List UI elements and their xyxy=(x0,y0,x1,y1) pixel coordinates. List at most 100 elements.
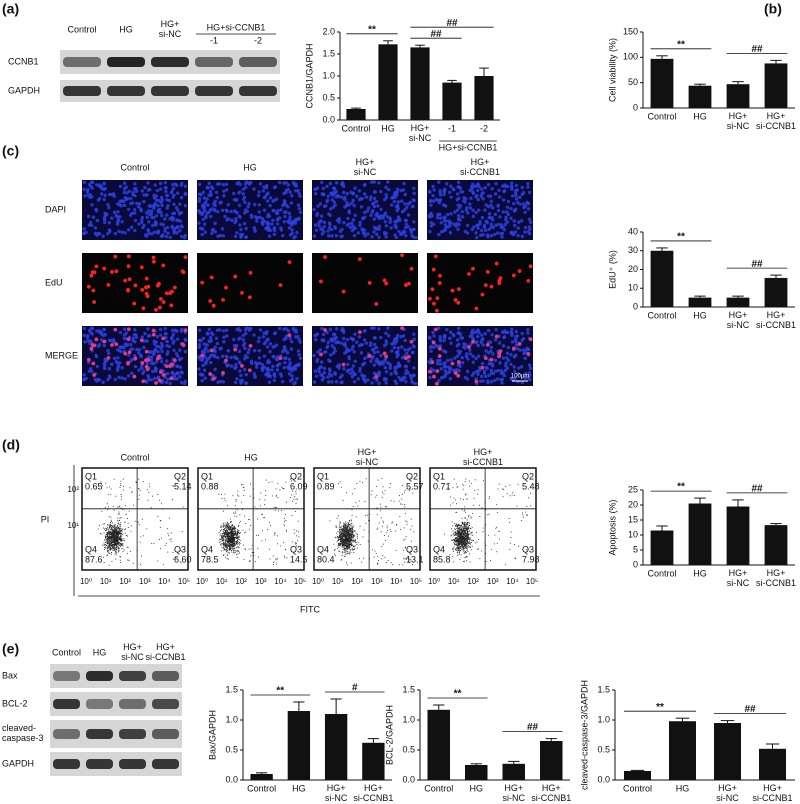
event-dot xyxy=(116,526,118,528)
event-dot xyxy=(345,526,347,528)
event-dot xyxy=(235,500,237,502)
nucleus xyxy=(165,339,169,344)
event-dot xyxy=(105,536,107,538)
edu-cell xyxy=(437,281,442,285)
event-dot xyxy=(109,548,111,549)
edu-cell xyxy=(126,327,131,332)
event-dot xyxy=(227,547,229,549)
event-dot xyxy=(227,545,228,547)
nucleus xyxy=(361,217,365,221)
nucleus xyxy=(361,377,366,381)
blot-column-label: -2 xyxy=(254,35,262,45)
event-dot xyxy=(226,553,228,555)
event-dot xyxy=(341,527,343,529)
event-dot xyxy=(117,536,119,538)
edu-cell xyxy=(110,343,114,347)
event-dot xyxy=(297,498,298,500)
event-dot xyxy=(219,534,221,536)
nucleus xyxy=(143,331,147,336)
nucleus xyxy=(526,185,530,189)
nucleus xyxy=(438,337,442,341)
quadrant-value: 87.6 xyxy=(85,554,103,564)
nucleus xyxy=(171,195,175,199)
event-dot xyxy=(105,529,107,531)
event-dot xyxy=(120,562,121,563)
event-dot xyxy=(406,521,408,523)
event-dot xyxy=(116,533,117,535)
nucleus xyxy=(401,334,406,338)
nucleus xyxy=(353,213,357,217)
edu-cell xyxy=(357,257,362,262)
nucleus xyxy=(149,212,154,216)
event-dot xyxy=(109,548,111,550)
event-dot xyxy=(106,538,108,540)
event-dot xyxy=(353,549,354,551)
event-dot xyxy=(343,534,345,536)
nucleus xyxy=(220,208,225,212)
event-dot xyxy=(117,535,119,536)
nucleus xyxy=(393,379,397,383)
nucleus xyxy=(262,196,267,200)
event-dot xyxy=(363,557,365,559)
nucleus xyxy=(352,350,356,354)
nucleus xyxy=(492,378,497,383)
event-dot xyxy=(142,481,144,483)
nucleus xyxy=(391,195,395,200)
event-dot xyxy=(236,556,238,558)
event-dot xyxy=(376,514,378,516)
nucleus xyxy=(179,329,184,333)
event-dot xyxy=(122,544,124,546)
nucleus xyxy=(88,220,93,225)
nucleus xyxy=(244,381,248,385)
event-dot xyxy=(110,537,112,539)
edu-cell xyxy=(374,375,379,379)
nucleus xyxy=(294,182,298,186)
nucleus xyxy=(261,366,265,370)
nucleus xyxy=(243,328,248,332)
event-dot xyxy=(340,525,342,527)
nucleus xyxy=(347,356,351,361)
nucleus xyxy=(290,228,294,232)
nucleus xyxy=(273,228,277,233)
event-dot xyxy=(228,532,230,534)
edu-cell xyxy=(123,278,128,283)
nucleus xyxy=(182,235,187,240)
nucleus xyxy=(268,342,273,346)
event-dot xyxy=(118,538,120,540)
event-dot xyxy=(350,525,352,527)
nucleus xyxy=(225,334,229,338)
nucleus xyxy=(235,211,239,215)
event-dot xyxy=(116,536,117,538)
event-dot xyxy=(233,542,235,544)
nucleus xyxy=(372,342,377,347)
event-dot xyxy=(112,539,114,541)
nucleus xyxy=(476,343,480,348)
event-dot xyxy=(345,553,347,555)
nucleus xyxy=(438,362,443,366)
nucleus xyxy=(393,223,398,227)
event-dot xyxy=(341,533,343,535)
nucleus xyxy=(462,196,466,200)
nucleus xyxy=(442,338,446,343)
image-background xyxy=(427,253,533,313)
nucleus xyxy=(463,229,468,234)
nucleus xyxy=(171,332,176,337)
nucleus xyxy=(149,358,154,362)
event-dot xyxy=(113,548,115,550)
event-dot xyxy=(339,550,341,552)
event-dot xyxy=(108,531,110,533)
event-dot xyxy=(231,545,233,547)
event-dot xyxy=(110,536,112,538)
nucleus xyxy=(393,233,397,237)
event-dot xyxy=(146,528,148,530)
nucleus xyxy=(503,329,507,333)
nucleus xyxy=(313,223,318,227)
event-dot xyxy=(381,558,383,560)
edu-cell xyxy=(248,343,253,348)
event-dot xyxy=(339,529,341,531)
nucleus xyxy=(312,234,317,238)
event-dot xyxy=(172,484,174,486)
event-dot xyxy=(223,536,225,538)
event-dot xyxy=(343,522,345,524)
event-dot xyxy=(234,544,236,546)
